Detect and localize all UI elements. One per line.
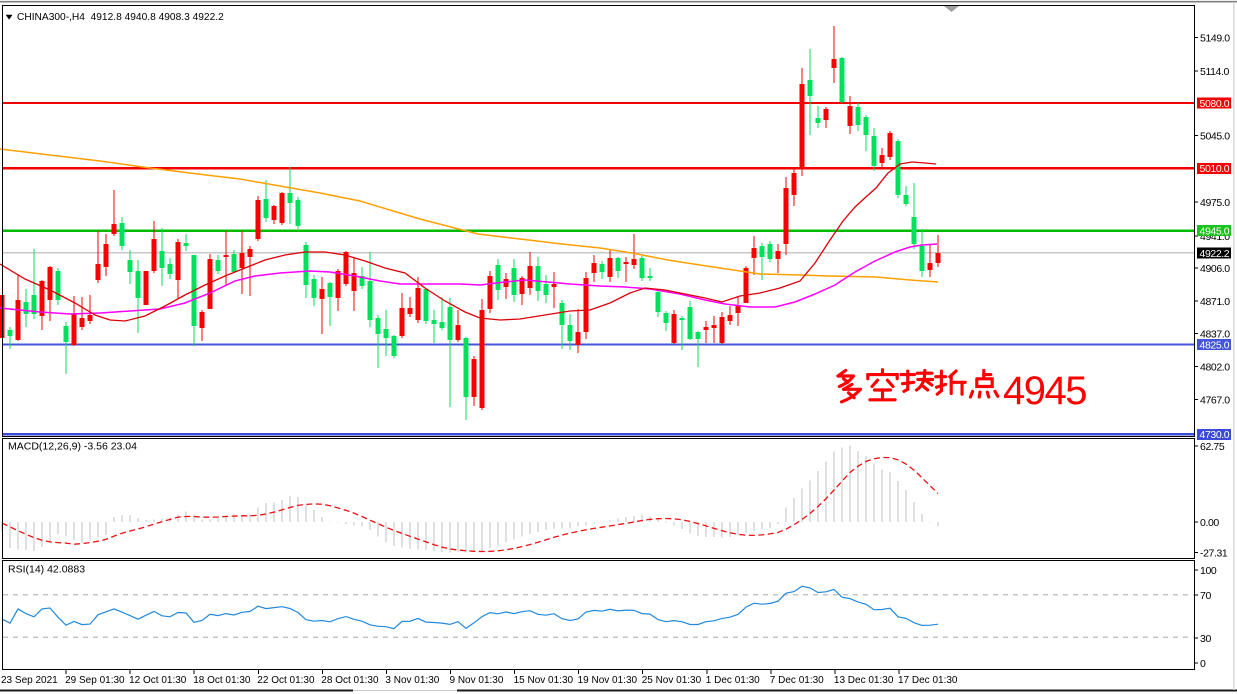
svg-text:19 Nov 01:30: 19 Nov 01:30 [578,675,638,686]
svg-text:5010.0: 5010.0 [1200,163,1230,175]
svg-text:29 Sep 01:30: 29 Sep 01:30 [65,675,125,686]
svg-text:4906.0: 4906.0 [1200,263,1230,275]
svg-text:70: 70 [1200,590,1211,602]
svg-text:5080.0: 5080.0 [1200,98,1230,110]
svg-text:5149.0: 5149.0 [1200,32,1230,44]
svg-text:RSI(14) 42.0883: RSI(14) 42.0883 [8,564,85,576]
svg-text:12 Oct 01:30: 12 Oct 01:30 [129,675,187,686]
svg-text:CHINA300-,H4 4912.8 4940.8 49: CHINA300-,H4 4912.8 4940.8 4908.3 4922.2 [17,12,224,23]
svg-text:4871.0: 4871.0 [1200,296,1230,308]
svg-text:5114.0: 5114.0 [1200,66,1229,78]
svg-text:4945: 4945 [1003,369,1086,413]
svg-text:4730.0: 4730.0 [1200,429,1230,441]
svg-text:5045.0: 5045.0 [1200,130,1230,142]
svg-text:22 Oct 01:30: 22 Oct 01:30 [257,675,315,686]
svg-text:62.75: 62.75 [1200,441,1225,453]
svg-text:4825.0: 4825.0 [1200,339,1230,351]
svg-text:18 Oct 01:30: 18 Oct 01:30 [193,675,251,686]
svg-text:4945.0: 4945.0 [1200,225,1230,237]
svg-text:1 Dec 01:30: 1 Dec 01:30 [706,675,760,686]
svg-text:4802.0: 4802.0 [1200,361,1230,373]
svg-text:4975.0: 4975.0 [1200,197,1230,209]
svg-text:-27.31: -27.31 [1200,547,1228,559]
svg-text:13 Dec 01:30: 13 Dec 01:30 [834,675,894,686]
svg-text:30: 30 [1200,633,1211,645]
svg-text:4922.2: 4922.2 [1200,248,1230,260]
svg-text:100: 100 [1200,565,1217,577]
svg-text:15 Nov 01:30: 15 Nov 01:30 [514,675,574,686]
svg-text:0: 0 [1200,658,1206,670]
svg-text:3 Nov 01:30: 3 Nov 01:30 [385,675,439,686]
svg-text:28 Oct 01:30: 28 Oct 01:30 [321,675,379,686]
svg-text:9 Nov 01:30: 9 Nov 01:30 [450,675,504,686]
svg-text:4837.0: 4837.0 [1200,328,1230,340]
svg-text:25 Nov 01:30: 25 Nov 01:30 [642,675,702,686]
svg-text:4767.0: 4767.0 [1200,394,1230,406]
svg-text:0.00: 0.00 [1200,517,1219,529]
svg-text:17 Dec 01:30: 17 Dec 01:30 [898,675,958,686]
svg-text:MACD(12,26,9) -3.56 23.04: MACD(12,26,9) -3.56 23.04 [8,441,137,453]
svg-text:7 Dec 01:30: 7 Dec 01:30 [770,675,824,686]
svg-text:23 Sep 2021: 23 Sep 2021 [1,675,58,686]
